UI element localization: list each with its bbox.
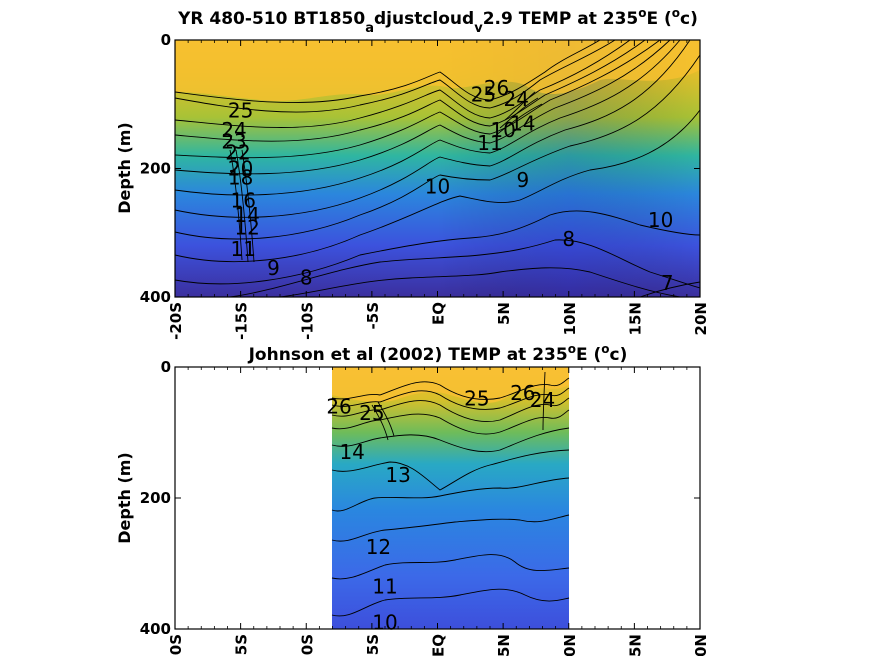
contour-label: 10 [490,118,515,142]
contour-label: 24 [504,87,529,111]
x-tick-label: -20S [167,634,185,656]
x-tick-label: EQ [430,634,448,656]
contour-label: 12 [366,535,391,559]
top-x-ticks: -20S -15S -10S -5S EQ 5N 10N 15N 20N [167,40,710,340]
contour-label: 11 [231,237,256,261]
observed-contour-lines [331,371,570,617]
x-tick-label: 15N [626,634,644,656]
x-tick-label: EQ [430,302,448,325]
contour-label: 26 [484,76,509,100]
bottom-chart-title: Johnson et al (2002) TEMP at 235oE (oc) [248,342,628,365]
bottom-y-ticks: 0 200 400 [140,358,700,638]
x-tick-label: -15S [233,634,251,656]
x-tick-label: -5S [364,634,382,656]
contour-lines [174,39,701,298]
contour-label: 13 [385,463,410,487]
contour-label: 14 [234,203,259,227]
y-tick-label: 200 [140,160,171,178]
contour-label: 25 [359,401,384,425]
y-tick-label: 0 [161,358,171,376]
y-tick-label: 400 [140,620,171,638]
contour-label: 23 [221,130,246,154]
x-tick-label: 5N [495,634,513,656]
x-tick-label: -5S [364,302,382,329]
contour-label: 14 [339,440,364,464]
top-y-ticks: 0 200 400 [140,31,700,306]
contour-label: 26 [326,394,351,418]
contour-label: 24 [221,118,246,142]
x-tick-label: -15S [233,302,251,340]
x-tick-label: 10N [561,302,579,335]
y-tick-label: 400 [140,288,171,306]
contour-label: 20 [228,157,253,181]
contour-label: 11 [477,131,502,155]
contour-label: 12 [234,216,259,240]
contour-label: 22 [225,140,250,164]
y-tick-label: 200 [140,489,171,507]
contour-label: 25 [464,386,489,410]
x-tick-label: 5N [495,302,513,325]
bottom-x-ticks: -20S -15S -10S -5S EQ 5N 10N 15N 20N [167,367,710,656]
contour-label: 26 [510,381,535,405]
y-tick-label: 0 [161,31,171,49]
x-tick-label: -10S [298,634,316,656]
observed-warm-surface [332,367,569,403]
top-chart-title: YR 480-510 BT1850adjustcloudv2.9 TEMP at… [177,6,698,36]
bottom-y-axis-label: Depth (m) [115,452,134,544]
contour-label: 11 [372,574,397,598]
contour-label: 10 [648,208,673,232]
x-tick-label: 20N [692,302,710,335]
top-y-axis-label: Depth (m) [115,122,134,214]
contour-label: 7 [661,271,674,295]
x-tick-label: -10S [298,302,316,340]
contour-label: 9 [516,168,529,192]
warm-surface-pool [175,40,700,102]
contour-label: 9 [267,256,280,280]
x-tick-label: 15N [626,302,644,335]
contour-label: 24 [530,388,555,412]
x-tick-label: 10N [561,634,579,656]
contour-label: 10 [372,610,397,634]
contour-label: 25 [471,83,496,107]
contour-label: 14 [510,112,535,136]
x-tick-label: -20S [167,302,185,340]
contour-label: 10 [425,174,450,198]
x-tick-label: 20N [692,634,710,656]
contour-label: 8 [300,266,313,290]
contour-label: 8 [562,227,575,251]
contour-label: 18 [228,165,253,189]
contour-label: 16 [231,189,256,213]
contour-label: 25 [228,99,253,123]
